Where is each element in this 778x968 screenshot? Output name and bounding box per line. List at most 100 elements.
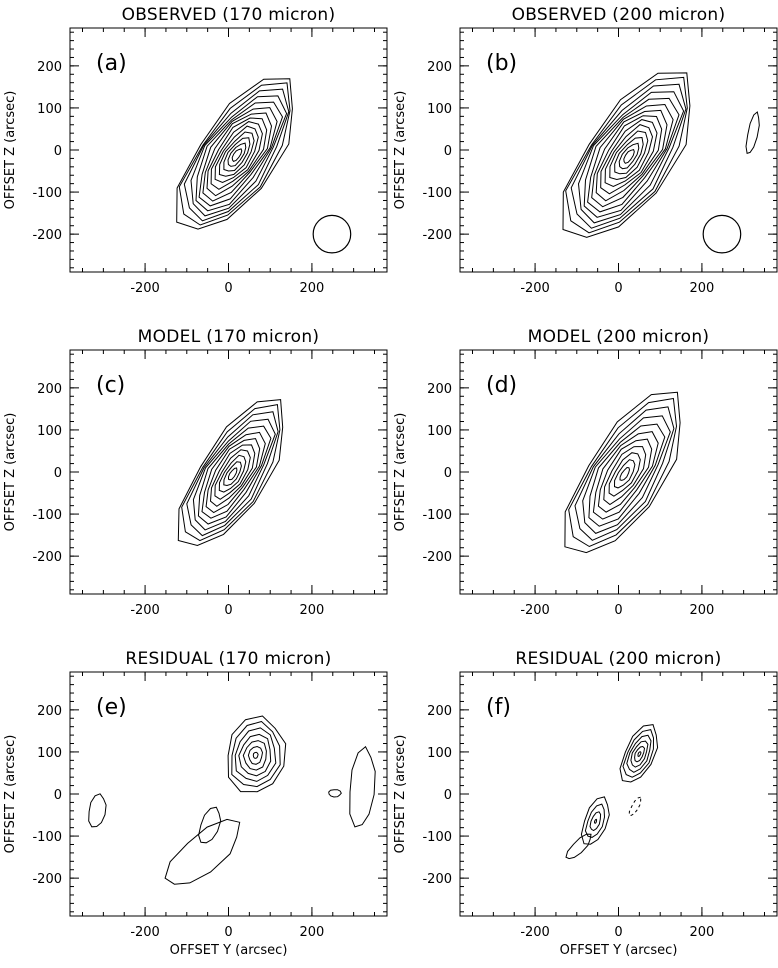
y-tick-label: -100 [422, 508, 452, 523]
contour-line [622, 729, 655, 778]
contour-line [634, 745, 646, 763]
contour-line [582, 415, 671, 534]
panel-letter: (a) [96, 51, 127, 76]
y-tick-label: 200 [427, 382, 452, 397]
beam-circle [702, 214, 742, 254]
contour-line [618, 142, 640, 170]
contour-line [177, 399, 284, 547]
contour-line [593, 818, 598, 824]
x-tick-label: 0 [224, 925, 232, 940]
x-tick-label: -200 [130, 281, 160, 296]
contour-line [619, 724, 659, 783]
contour-line [223, 461, 242, 487]
contour-line [214, 449, 251, 500]
y-tick-label: -200 [32, 550, 62, 565]
panel-b: -200 0 200 -200 -100 0 100 200 OBSERVED (200 mic… [393, 5, 778, 296]
x-tick-label: -200 [520, 281, 550, 296]
contour-line [223, 137, 251, 172]
contour-line [614, 136, 644, 175]
panel-title: OBSERVED (170 micron) [122, 5, 336, 25]
x-tick-label: 200 [300, 603, 325, 618]
y-tick-label: 100 [37, 746, 62, 761]
contour-line [197, 425, 272, 525]
contour-line [626, 734, 652, 773]
panel-letter: (c) [96, 373, 125, 398]
contour-line [201, 431, 266, 519]
y-tick-label: 0 [54, 466, 62, 481]
contour-line [192, 418, 276, 531]
contour-line [574, 406, 675, 541]
y-tick-label: 0 [444, 466, 452, 481]
contour-line [181, 404, 281, 542]
x-tick-label: -200 [520, 603, 550, 618]
y-tick-label: 100 [37, 424, 62, 439]
contour-line [604, 124, 654, 187]
x-tick-label: 0 [224, 281, 232, 296]
contour-line [252, 751, 259, 759]
contour-line [218, 454, 247, 493]
contour-line [577, 91, 685, 224]
contour-line [210, 121, 263, 190]
contour-line [176, 78, 293, 230]
y-tick-label: 0 [54, 788, 62, 803]
y-axis-label: OFFSET Z (arcsec) [393, 91, 408, 210]
contour-line [198, 107, 278, 207]
contour-line [583, 97, 680, 218]
contour-line [597, 438, 653, 513]
panel-title: MODEL (170 micron) [138, 327, 320, 347]
contour-line [247, 745, 264, 765]
contour-line [209, 444, 256, 507]
contour-line [608, 452, 641, 497]
panel-e: -200 0 200 -200 -100 0 100 200 RESIDUAL (170 mic… [3, 649, 388, 958]
y-tick-label: -100 [422, 830, 452, 845]
contour-line [195, 101, 284, 212]
panel-d: -200 0 200 -200 -100 0 100 200 MODEL (200 micron… [393, 327, 778, 618]
contour-line [628, 796, 642, 816]
contour-line [228, 467, 238, 481]
contour-line [164, 818, 241, 885]
contour-line [214, 125, 259, 184]
x-tick-label: -200 [130, 603, 160, 618]
contour-line [349, 745, 376, 828]
panel-title: OBSERVED (200 micron) [512, 5, 726, 25]
contour-line [231, 720, 281, 788]
panel-letter: (d) [486, 373, 517, 398]
y-tick-label: 100 [427, 424, 452, 439]
panel-title: MODEL (200 micron) [528, 327, 710, 347]
contour-line [328, 789, 342, 798]
contour-line [242, 740, 267, 771]
panel-c: -200 0 200 -200 -100 0 100 200 MODEL (170 micron… [3, 327, 388, 618]
x-axis-label: OFFSET Y (arcsec) [560, 943, 678, 958]
x-tick-label: 200 [300, 925, 325, 940]
y-tick-label: 200 [427, 60, 452, 75]
x-tick-label: 0 [614, 281, 622, 296]
y-tick-label: 100 [37, 102, 62, 117]
contour-line [613, 459, 636, 489]
x-tick-label: 0 [224, 603, 232, 618]
y-axis-label: OFFSET Z (arcsec) [393, 735, 408, 854]
y-tick-label: 0 [444, 144, 452, 159]
contour-line [619, 466, 631, 481]
x-tick-label: 200 [690, 603, 715, 618]
contour-line [587, 103, 674, 213]
y-tick-label: -200 [422, 872, 452, 887]
y-tick-label: -200 [32, 228, 62, 243]
y-tick-label: 100 [427, 102, 452, 117]
y-tick-label: -100 [32, 186, 62, 201]
contour-line [609, 130, 649, 181]
y-tick-label: -200 [422, 228, 452, 243]
y-tick-label: 200 [37, 704, 62, 719]
contour-line [584, 803, 606, 838]
contour-line [600, 119, 658, 195]
contour-line [227, 142, 247, 167]
contour-line [568, 397, 678, 548]
y-tick-label: 200 [427, 704, 452, 719]
panel-letter: (e) [96, 695, 127, 720]
y-tick-label: -100 [32, 508, 62, 523]
y-tick-label: -200 [32, 872, 62, 887]
contour-line [592, 431, 659, 520]
contour-line [570, 83, 687, 229]
contour-line [603, 446, 647, 506]
contour-line [183, 88, 290, 222]
